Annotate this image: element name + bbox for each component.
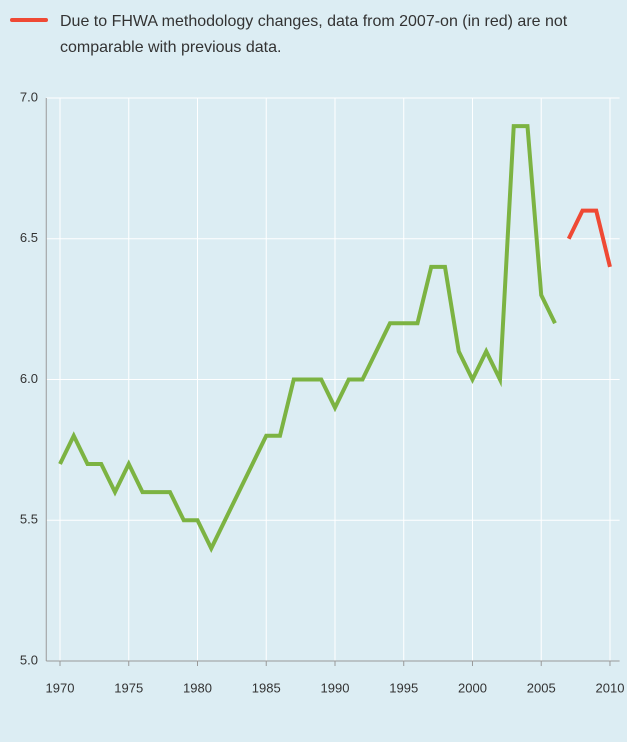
legend-label: Due to FHWA methodology changes, data fr… (60, 13, 568, 56)
x-tick-label: 1985 (252, 680, 281, 695)
x-tick-label: 1980 (183, 680, 212, 695)
x-tick-label: 2005 (527, 680, 556, 695)
y-tick-label: 5.5 (20, 512, 38, 527)
y-tick-label: 6.5 (20, 230, 38, 245)
x-tick-label: 1970 (46, 680, 75, 695)
y-tick-label: 5.0 (20, 652, 38, 667)
series-line (58, 124, 557, 553)
x-tick-label: 1995 (389, 680, 418, 695)
series-line (566, 208, 612, 268)
y-tick-label: 7.0 (20, 89, 38, 104)
x-tick-label: 1990 (321, 680, 350, 695)
x-tick-label: 2000 (458, 680, 487, 695)
y-tick-label: 6.0 (20, 371, 38, 386)
x-tick-label: 1975 (114, 680, 143, 695)
x-tick-label: 2010 (596, 680, 625, 695)
